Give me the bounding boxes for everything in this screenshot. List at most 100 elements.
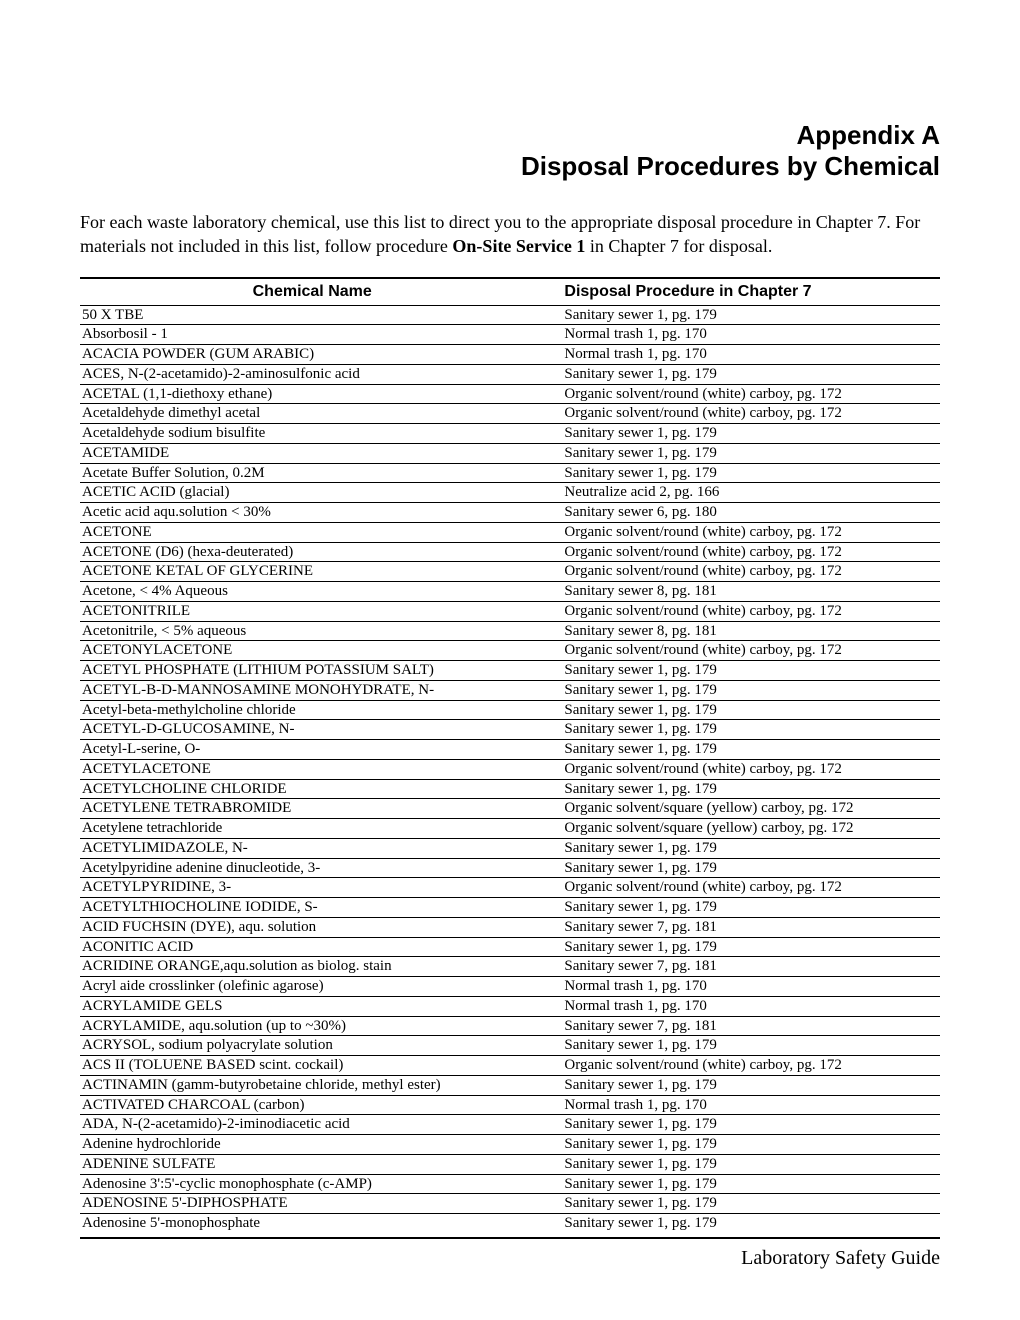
procedure-text: Sanitary sewer 1, pg. 179: [564, 702, 716, 718]
procedure-cell: Sanitary sewer 1, pg. 179: [544, 1174, 940, 1194]
chemical-name: ACONITIC ACID: [82, 939, 193, 955]
procedure-cell: Organic solvent/round (white) carboy, pg…: [544, 759, 940, 779]
procedure-cell: Sanitary sewer 1, pg. 179: [544, 858, 940, 878]
chemical-cell: ACONITIC ACID: [80, 937, 544, 957]
chemical-name: 50 X TBE: [82, 307, 143, 323]
chemical-name: ACETYLTHIOCHOLINE IODIDE, S-: [82, 899, 318, 915]
procedure-cell: Organic solvent/round (white) carboy, pg…: [544, 641, 940, 661]
procedure-cell: Sanitary sewer 8, pg. 181: [544, 621, 940, 641]
procedure-text: Normal trash 1, pg. 170: [564, 998, 706, 1014]
chemical-cell: Acetaldehyde sodium bisulfite: [80, 424, 544, 444]
procedure-cell: Organic solvent/round (white) carboy, pg…: [544, 878, 940, 898]
chemical-name: ACETONE KETAL OF GLYCERINE: [82, 563, 313, 579]
procedure-text: Normal trash 1, pg. 170: [564, 346, 706, 362]
table-row: ACETYLACETONEOrganic solvent/round (whit…: [80, 759, 940, 779]
table-row: ACTIVATED CHARCOAL (carbon)Normal trash …: [80, 1095, 940, 1115]
chemical-cell: ACETONYLACETONE: [80, 641, 544, 661]
chemical-cell: ACRYLAMIDE, aqu.solution (up to ~30%): [80, 1016, 544, 1036]
table-row: Acetate Buffer Solution, 0.2MSanitary se…: [80, 463, 940, 483]
procedure-text: Organic solvent/round (white) carboy, pg…: [564, 563, 841, 579]
procedure-cell: Organic solvent/round (white) carboy, pg…: [544, 601, 940, 621]
table-row: ACES, N-(2-acetamido)-2-aminosulfonic ac…: [80, 364, 940, 384]
intro-bold: On-Site Service 1: [452, 236, 585, 256]
chemical-cell: Acetyl-L-serine, O-: [80, 740, 544, 760]
table-row: ACETAMIDE Sanitary sewer 1, pg. 179: [80, 443, 940, 463]
procedure-cell: Sanitary sewer 1, pg. 179: [544, 1075, 940, 1095]
table-row: Acetaldehyde sodium bisulfite Sanitary se…: [80, 424, 940, 444]
chemical-cell: Acetonitrile, < 5% aqueous: [80, 621, 544, 641]
chemical-cell: ACRYSOL, sodium polyacrylate solution: [80, 1036, 544, 1056]
chemical-cell: ACRIDINE ORANGE,aqu.solution as biolog. …: [80, 957, 544, 977]
table-row: ADENOSINE 5'-DIPHOSPHATESanitary sewer 1…: [80, 1194, 940, 1214]
chemical-name: ACRYLAMIDE GELS: [82, 998, 222, 1014]
procedure-cell: Sanitary sewer 1, pg. 179: [544, 779, 940, 799]
table-row: Acryl aide crosslinker (olefinic agarose…: [80, 977, 940, 997]
chemical-cell: ACETYL-D-GLUCOSAMINE, N-: [80, 720, 544, 740]
procedure-text: Organic solvent/square (yellow) carboy, …: [564, 800, 853, 816]
table-row: Acetaldehyde dimethyl acetalOrganic solv…: [80, 404, 940, 424]
procedure-cell: Sanitary sewer 1, pg. 179: [544, 700, 940, 720]
page-footer: Laboratory Safety Guide: [80, 1237, 940, 1270]
chemical-name: ACETONITRILE: [82, 603, 190, 619]
chemical-cell: Acetylpyridine adenine dinucleotide, 3-: [80, 858, 544, 878]
table-row: ADA, N-(2-acetamido)-2-iminodiacetic aci…: [80, 1115, 940, 1135]
procedure-text: Organic solvent/round (white) carboy, pg…: [564, 544, 841, 560]
chemical-name: ACACIA POWDER (GUM ARABIC): [82, 346, 314, 362]
procedure-cell: Sanitary sewer 1, pg. 179: [544, 1115, 940, 1135]
procedure-cell: Neutralize acid 2, pg. 166: [544, 483, 940, 503]
chemical-name: ACETONYLACETONE: [82, 642, 232, 658]
chemical-name: ACTINAMIN (gamm-butyrobetaine chloride, …: [82, 1077, 441, 1093]
chemical-cell: ACETYLIMIDAZOLE, N-: [80, 838, 544, 858]
procedure-text: Organic solvent/round (white) carboy, pg…: [564, 405, 841, 421]
procedure-text: Sanitary sewer 7, pg. 181: [564, 919, 716, 935]
table-row: ACETIC ACID (glacial)Neutralize acid 2, …: [80, 483, 940, 503]
chemical-name: Absorbosil - 1: [82, 326, 168, 342]
appendix-title: Appendix A: [80, 120, 940, 151]
procedure-cell: Organic solvent/round (white) carboy, pg…: [544, 522, 940, 542]
chemical-cell: ADENINE SULFATE: [80, 1154, 544, 1174]
procedure-text: Sanitary sewer 1, pg. 179: [564, 1156, 716, 1172]
chemical-name: ACETAMIDE: [82, 445, 169, 461]
table-row: ACETYL PHOSPHATE (LITHIUM POTASSIUM SALT…: [80, 661, 940, 681]
procedure-text: Sanitary sewer 8, pg. 181: [564, 583, 716, 599]
procedure-cell: Organic solvent/round (white) carboy, pg…: [544, 384, 940, 404]
table-row: ACETONYLACETONE Organic solvent/round (wh…: [80, 641, 940, 661]
chemical-cell: ACETONITRILE: [80, 601, 544, 621]
col-header-procedure: Disposal Procedure in Chapter 7: [544, 278, 940, 306]
procedure-cell: Organic solvent/round (white) carboy, pg…: [544, 562, 940, 582]
procedure-text: Organic solvent/square (yellow) carboy, …: [564, 820, 853, 836]
procedure-text: Sanitary sewer 1, pg. 179: [564, 425, 716, 441]
procedure-text: Organic solvent/round (white) carboy, pg…: [564, 761, 841, 777]
chemical-cell: Absorbosil - 1: [80, 325, 544, 345]
page-header: Appendix A Disposal Procedures by Chemic…: [80, 120, 940, 182]
table-header-row: Chemical Name Disposal Procedure in Chap…: [80, 278, 940, 306]
chemical-cell: ACETYLPYRIDINE, 3-: [80, 878, 544, 898]
procedure-cell: Sanitary sewer 1, pg. 179: [544, 1154, 940, 1174]
table-row: ACID FUCHSIN (DYE), aqu. solutionSanitar…: [80, 917, 940, 937]
chemical-name: ACETYLENE TETRABROMIDE: [82, 800, 291, 816]
procedure-text: Sanitary sewer 1, pg. 179: [564, 682, 716, 698]
table-row: Acetyl-L-serine, O-Sanitary sewer 1, pg.…: [80, 740, 940, 760]
col-header-chemical: Chemical Name: [80, 278, 544, 306]
chemical-name: Acetone, < 4% Aqueous: [82, 583, 228, 599]
procedure-cell: Sanitary sewer 1, pg. 179: [544, 443, 940, 463]
table-row: ACETYLENE TETRABROMIDE Organic solvent/sq…: [80, 799, 940, 819]
procedure-cell: Normal trash 1, pg. 170: [544, 325, 940, 345]
procedure-text: Sanitary sewer 1, pg. 179: [564, 1116, 716, 1132]
procedure-text: Normal trash 1, pg. 170: [564, 1097, 706, 1113]
chemical-cell: Acetate Buffer Solution, 0.2M: [80, 463, 544, 483]
table-row: ACETYLCHOLINE CHLORIDESanitary sewer 1, …: [80, 779, 940, 799]
procedure-cell: Organic solvent/round (white) carboy, pg…: [544, 542, 940, 562]
chemical-cell: ACETONE KETAL OF GLYCERINE: [80, 562, 544, 582]
chemical-cell: Acetyl-beta-methylcholine chloride: [80, 700, 544, 720]
chemical-cell: ACETIC ACID (glacial): [80, 483, 544, 503]
chemical-cell: ACETYL PHOSPHATE (LITHIUM POTASSIUM SALT…: [80, 661, 544, 681]
chemical-name: ACETYL-B-D-MANNOSAMINE MONOHYDRATE, N-: [82, 682, 434, 698]
chemical-name: Acetonitrile, < 5% aqueous: [82, 623, 246, 639]
table-row: Adenosine 5'-monophosphateSanitary sewer…: [80, 1214, 940, 1233]
procedure-text: Sanitary sewer 1, pg. 179: [564, 366, 716, 382]
table-row: Acetyl-beta-methylcholine chloride Sanita…: [80, 700, 940, 720]
table-row: ACRYLAMIDE GELS Normal trash 1, pg. 170: [80, 996, 940, 1016]
table-row: ACETAL (1,1-diethoxy ethane)Organic solv…: [80, 384, 940, 404]
chemical-cell: ACETYLCHOLINE CHLORIDE: [80, 779, 544, 799]
